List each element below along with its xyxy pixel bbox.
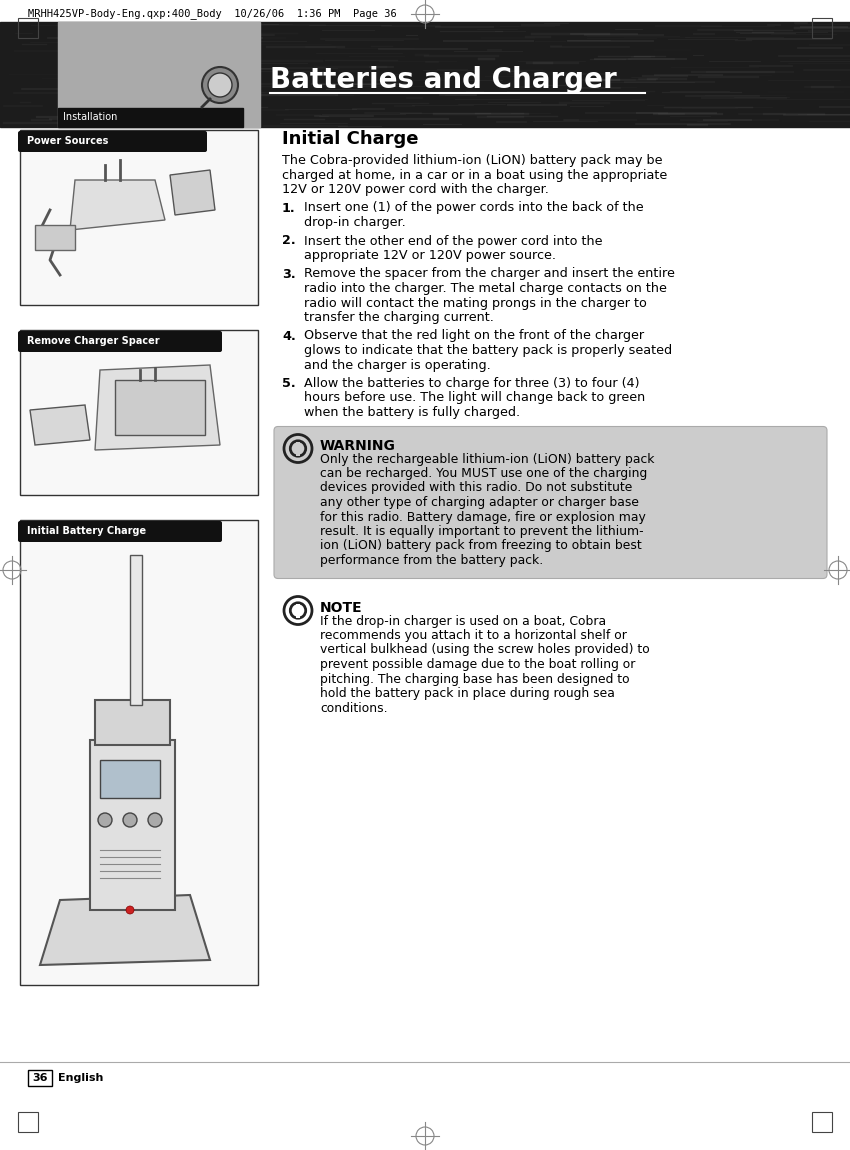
Text: radio into the charger. The metal charge contacts on the: radio into the charger. The metal charge… <box>304 282 667 296</box>
FancyBboxPatch shape <box>18 331 222 352</box>
Circle shape <box>284 435 312 462</box>
Text: Initial Battery Charge: Initial Battery Charge <box>27 526 146 536</box>
Bar <box>115 380 205 435</box>
Circle shape <box>126 906 134 914</box>
Text: Initial Charge: Initial Charge <box>282 130 418 148</box>
Text: transfer the charging current.: transfer the charging current. <box>304 310 494 324</box>
Text: any other type of charging adapter or charger base: any other type of charging adapter or ch… <box>320 496 639 509</box>
Text: charged at home, in a car or in a boat using the appropriate: charged at home, in a car or in a boat u… <box>282 169 667 182</box>
Bar <box>20 130 258 305</box>
Text: and the charger is operating.: and the charger is operating. <box>304 359 490 371</box>
Text: conditions.: conditions. <box>320 702 388 714</box>
FancyBboxPatch shape <box>18 521 222 542</box>
Bar <box>296 604 300 618</box>
Polygon shape <box>70 181 165 230</box>
Circle shape <box>291 440 306 457</box>
Text: 3.: 3. <box>282 268 296 281</box>
Text: The Cobra-provided lithium-ion (LiON) battery pack may be: The Cobra-provided lithium-ion (LiON) ba… <box>282 154 662 167</box>
Text: English: English <box>58 1073 104 1083</box>
Text: hold the battery pack in place during rough sea: hold the battery pack in place during ro… <box>320 687 615 700</box>
Polygon shape <box>95 365 220 450</box>
Bar <box>296 442 300 455</box>
Circle shape <box>148 813 162 827</box>
Bar <box>95 700 170 745</box>
Text: vertical bulkhead (using the screw holes provided) to: vertical bulkhead (using the screw holes… <box>320 644 649 657</box>
Circle shape <box>123 813 137 827</box>
Bar <box>90 739 175 910</box>
Text: ion (LiON) battery pack from freezing to obtain best: ion (LiON) battery pack from freezing to… <box>320 539 642 552</box>
Text: Remove Charger Spacer: Remove Charger Spacer <box>27 336 160 346</box>
Text: can be recharged. You MUST use one of the charging: can be recharged. You MUST use one of th… <box>320 467 647 480</box>
Text: Power Sources: Power Sources <box>27 136 109 146</box>
Text: Only the rechargeable lithium-ion (LiON) battery pack: Only the rechargeable lithium-ion (LiON)… <box>320 452 654 466</box>
Circle shape <box>202 67 238 104</box>
Text: Batteries and Charger: Batteries and Charger <box>270 66 617 94</box>
Text: Allow the batteries to charge for three (3) to four (4): Allow the batteries to charge for three … <box>304 377 639 390</box>
Circle shape <box>208 72 232 97</box>
Bar <box>58 108 243 126</box>
Text: radio will contact the mating prongs in the charger to: radio will contact the mating prongs in … <box>304 297 647 309</box>
Bar <box>58 22 260 126</box>
Text: glows to indicate that the battery pack is properly seated: glows to indicate that the battery pack … <box>304 344 672 356</box>
Bar <box>20 520 258 986</box>
Text: 4.: 4. <box>282 330 296 343</box>
Bar <box>100 760 160 798</box>
Polygon shape <box>40 895 210 965</box>
Text: 36: 36 <box>32 1073 48 1083</box>
Text: prevent possible damage due to the boat rolling or: prevent possible damage due to the boat … <box>320 658 635 670</box>
Bar <box>130 555 142 705</box>
Polygon shape <box>170 170 215 215</box>
Text: 2.: 2. <box>282 235 296 247</box>
FancyBboxPatch shape <box>18 131 207 152</box>
Text: 12V or 120V power cord with the charger.: 12V or 120V power cord with the charger. <box>282 183 549 196</box>
Text: when the battery is fully charged.: when the battery is fully charged. <box>304 406 520 419</box>
Bar <box>812 1112 832 1132</box>
Bar <box>812 18 832 38</box>
Bar <box>0 22 850 126</box>
Text: Observe that the red light on the front of the charger: Observe that the red light on the front … <box>304 330 644 343</box>
Circle shape <box>98 813 112 827</box>
Text: Insert one (1) of the power cords into the back of the: Insert one (1) of the power cords into t… <box>304 201 643 215</box>
Text: If the drop-in charger is used on a boat, Cobra: If the drop-in charger is used on a boat… <box>320 614 606 628</box>
Circle shape <box>291 603 306 619</box>
Bar <box>20 330 258 494</box>
Bar <box>28 1070 52 1086</box>
Text: for this radio. Battery damage, fire or explosion may: for this radio. Battery damage, fire or … <box>320 511 646 523</box>
Text: MRHH425VP-Body-Eng.qxp:400_Body  10/26/06  1:36 PM  Page 36: MRHH425VP-Body-Eng.qxp:400_Body 10/26/06… <box>28 8 397 18</box>
Text: recommends you attach it to a horizontal shelf or: recommends you attach it to a horizontal… <box>320 629 626 642</box>
Text: 5.: 5. <box>282 377 296 390</box>
FancyBboxPatch shape <box>274 427 827 578</box>
Text: drop-in charger.: drop-in charger. <box>304 216 405 229</box>
Circle shape <box>284 597 312 624</box>
Text: result. It is equally important to prevent the lithium-: result. It is equally important to preve… <box>320 526 643 538</box>
Text: NOTE: NOTE <box>320 600 363 614</box>
Text: WARNING: WARNING <box>320 438 396 452</box>
Text: hours before use. The light will change back to green: hours before use. The light will change … <box>304 391 645 405</box>
Bar <box>18 1112 38 1132</box>
Text: Remove the spacer from the charger and insert the entire: Remove the spacer from the charger and i… <box>304 268 675 281</box>
Text: Installation: Installation <box>63 112 117 122</box>
Text: performance from the battery pack.: performance from the battery pack. <box>320 554 543 567</box>
Text: pitching. The charging base has been designed to: pitching. The charging base has been des… <box>320 673 630 685</box>
Text: devices provided with this radio. Do not substitute: devices provided with this radio. Do not… <box>320 482 632 494</box>
Polygon shape <box>30 405 90 445</box>
Bar <box>35 225 75 250</box>
Text: appropriate 12V or 120V power source.: appropriate 12V or 120V power source. <box>304 250 556 262</box>
Text: 1.: 1. <box>282 201 296 215</box>
Text: Insert the other end of the power cord into the: Insert the other end of the power cord i… <box>304 235 603 247</box>
Bar <box>18 18 38 38</box>
